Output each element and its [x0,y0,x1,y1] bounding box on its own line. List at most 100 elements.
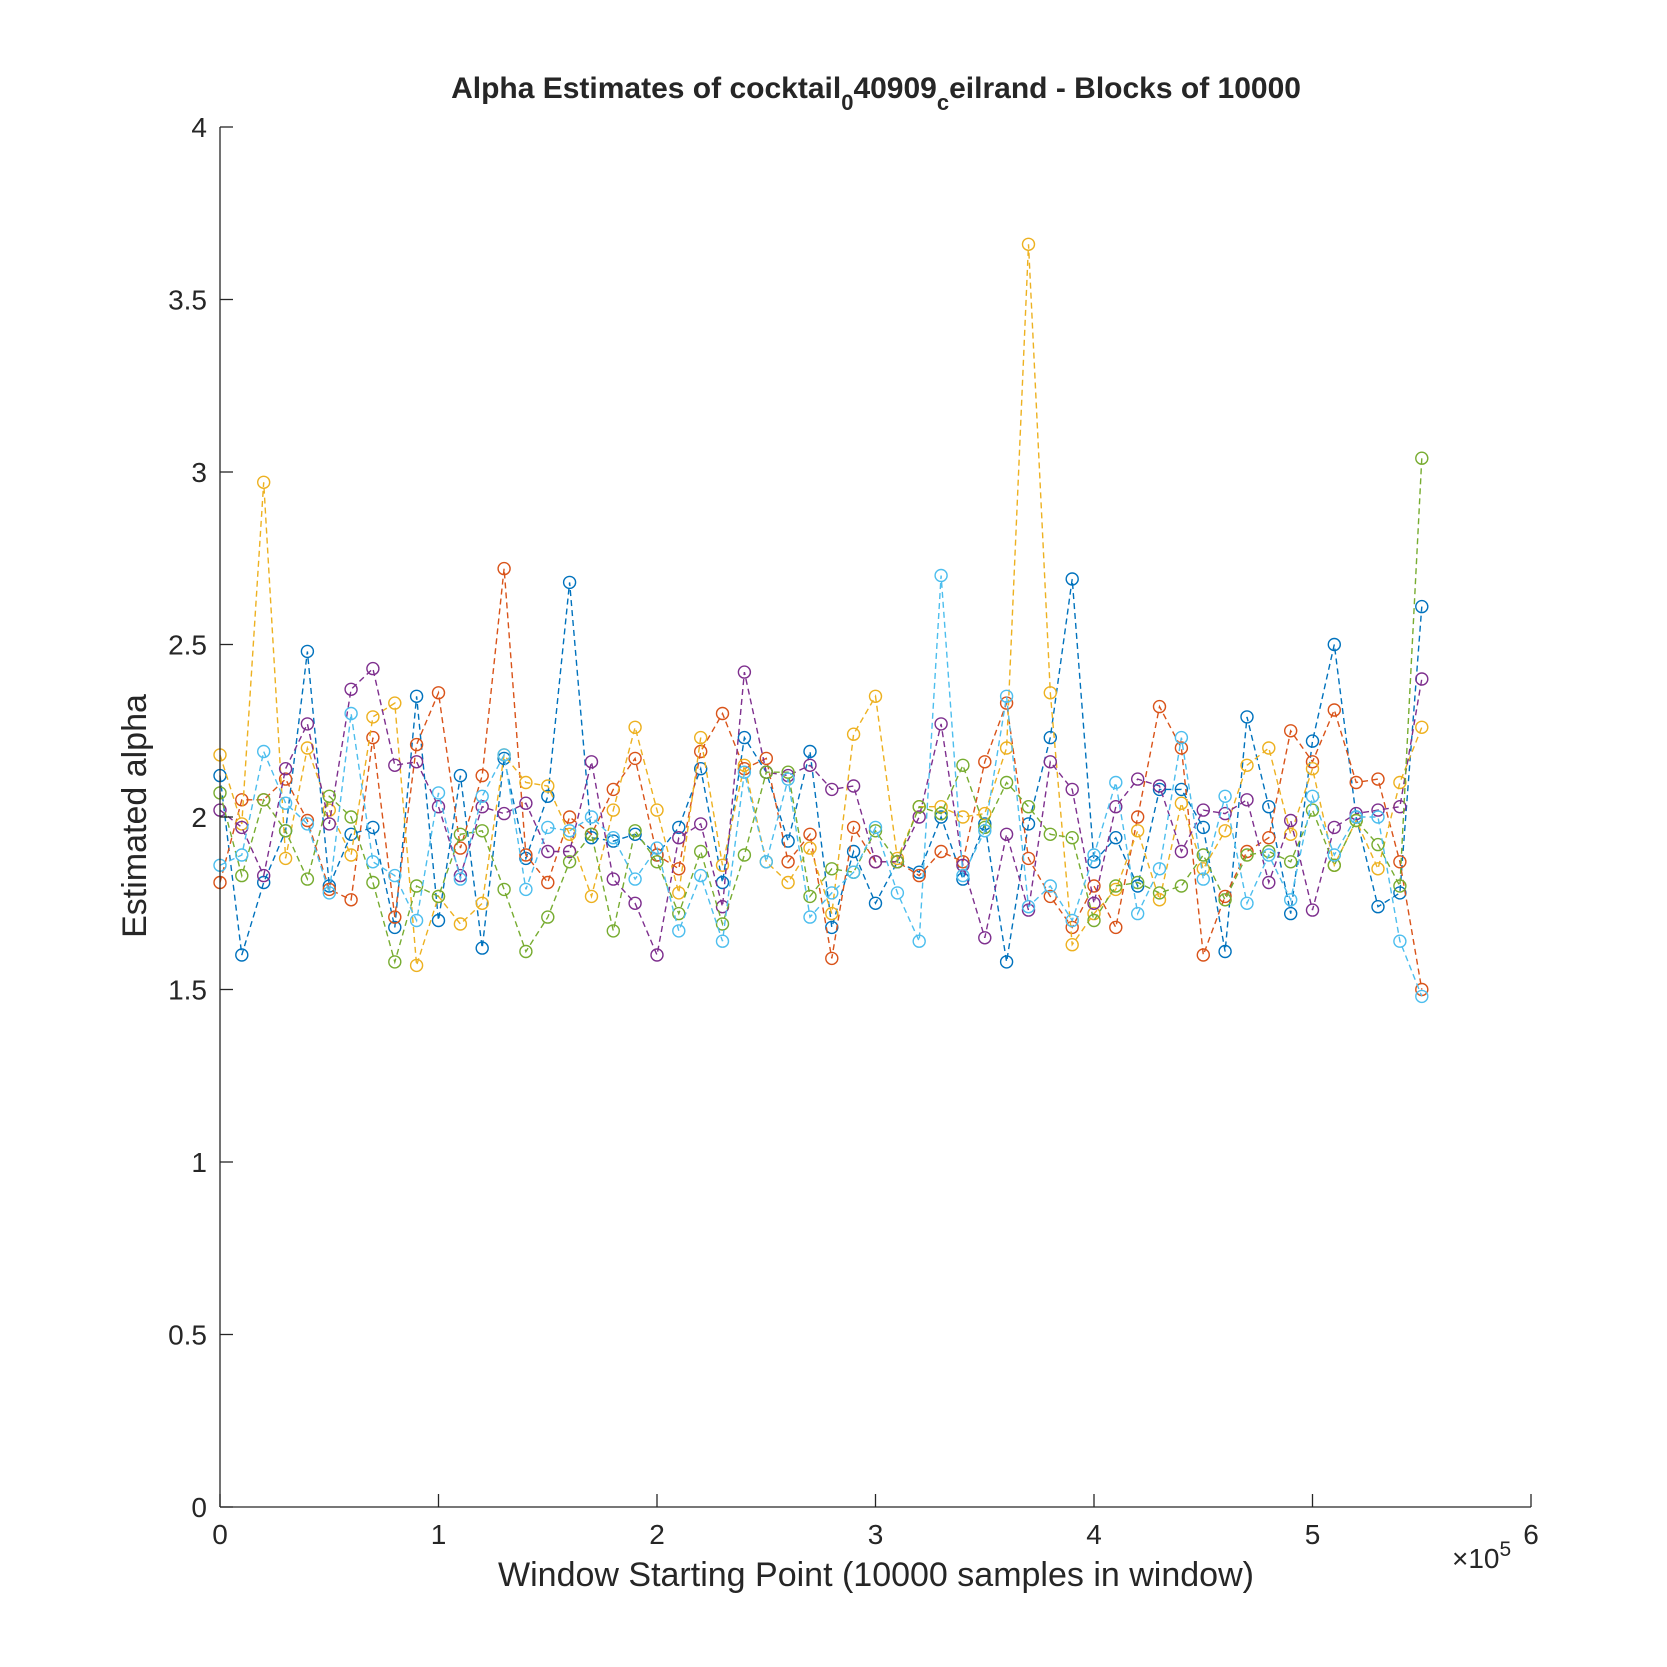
series-3-point [1240,758,1254,772]
series-2-point [497,561,511,576]
series-4-point [934,717,948,731]
series-5-point [1240,848,1254,862]
series-5-point [934,806,948,821]
series-4-point [278,762,293,776]
series-1-point [1415,599,1429,614]
series-6-point [1305,789,1320,803]
series-4-point [257,868,271,883]
series-6-point [475,789,489,803]
series-6-point [759,855,773,869]
series-5-point [584,827,599,841]
series-6-point [584,810,599,824]
series-6-point [1087,848,1101,862]
series-2-point [541,875,555,890]
series-4-point [344,682,358,696]
x-tick-label: 6 [1523,1519,1539,1550]
series-5-point [1327,858,1342,872]
series-1-point [541,789,555,803]
series-6-point [1152,862,1167,876]
series-5-point [868,824,883,838]
y-tick-label: 3.5 [168,285,207,316]
series-5-point [497,882,511,897]
y-tick-label: 0.5 [168,1320,207,1351]
series-6-point [1130,906,1145,921]
series-2-point [759,751,773,766]
series-5-point [694,844,708,859]
series-5-point [1043,827,1058,841]
series-6-point [541,820,555,835]
series-6-point [650,841,664,855]
series-4-point [1174,844,1189,859]
series-6-point [322,886,336,900]
series-4-point [475,800,489,814]
series-4-point [300,717,315,731]
series-6-point [1349,810,1363,824]
series-1-point [868,896,883,910]
series-6-point [300,817,315,831]
series-2-point [1393,855,1407,869]
title-subscript-2: c [937,90,949,115]
series-2-point [978,755,992,769]
series-5-point [1415,451,1429,465]
series-6-point [978,824,992,838]
series-5-point [803,889,817,904]
series-5-point [257,793,271,807]
series-3-point [562,827,577,841]
series-5-point [1262,844,1276,859]
series-5-point [300,872,315,886]
series-4-point [431,800,446,814]
series-4-point [541,844,555,859]
series-5-point [1109,879,1123,893]
series-6-point [999,689,1014,703]
series-4-point [978,931,992,945]
series-4-point [562,844,577,859]
series-5-point [606,924,620,938]
series-5-point [388,955,402,969]
series-4-point [1043,755,1058,769]
series-2-point [628,751,642,766]
series-6-point [825,886,839,900]
series-2-point [1021,851,1036,866]
series-4-point [1240,793,1254,807]
series-3-point [1087,906,1101,921]
series-3-point [475,896,489,910]
series-5-point [453,827,468,841]
series-4-point [606,872,620,886]
series-4-point [803,758,817,772]
series-3-point [344,848,358,862]
series-6-point [1240,896,1254,910]
series-3-point [1415,720,1429,734]
series-1-point [1065,572,1079,586]
series-6-point [1021,900,1036,914]
series-4-point [1130,772,1145,786]
series-1-point [562,575,577,590]
series-1-point [694,762,708,776]
series-1-point [737,730,752,745]
series-6-point [1371,810,1385,824]
title-mid: 40909 [853,72,936,105]
series-1-point [366,820,380,835]
series-1-point [453,768,468,783]
series-1-point [803,744,817,759]
series-3-point [606,803,620,817]
series-6-point [803,910,817,924]
series-5-point [519,944,533,959]
series-2-point [431,686,446,700]
series-2-point [1262,831,1276,845]
plot-background [220,127,1531,1507]
series-5-point [1218,893,1232,907]
series-6-point [672,924,686,938]
series-1-point [1021,817,1036,831]
series-4-point [322,817,336,831]
series-1-point [322,879,336,893]
series-4-point [409,755,424,769]
series-3-point [584,889,599,904]
series-2-point [300,813,315,828]
x-tick-label: 3 [868,1519,884,1550]
series-1-point [1109,831,1123,845]
series-1-point [431,913,446,928]
series-3-point [1065,938,1079,952]
series-2-point [1349,775,1363,790]
series-5-point [322,789,336,803]
